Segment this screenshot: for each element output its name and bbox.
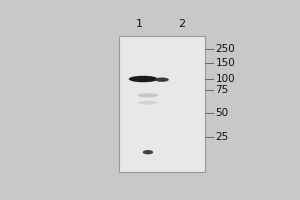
Ellipse shape bbox=[143, 150, 153, 154]
Ellipse shape bbox=[129, 76, 158, 82]
Text: 25: 25 bbox=[215, 132, 229, 142]
Text: 2: 2 bbox=[178, 19, 185, 29]
Text: 50: 50 bbox=[215, 108, 229, 118]
Text: 100: 100 bbox=[215, 74, 235, 84]
Ellipse shape bbox=[155, 78, 169, 82]
Text: 75: 75 bbox=[215, 85, 229, 95]
Ellipse shape bbox=[137, 93, 158, 97]
Bar bbox=[119, 36, 205, 172]
Ellipse shape bbox=[138, 101, 158, 105]
Text: 250: 250 bbox=[215, 44, 235, 54]
Text: 150: 150 bbox=[215, 58, 235, 68]
Text: 1: 1 bbox=[136, 19, 143, 29]
